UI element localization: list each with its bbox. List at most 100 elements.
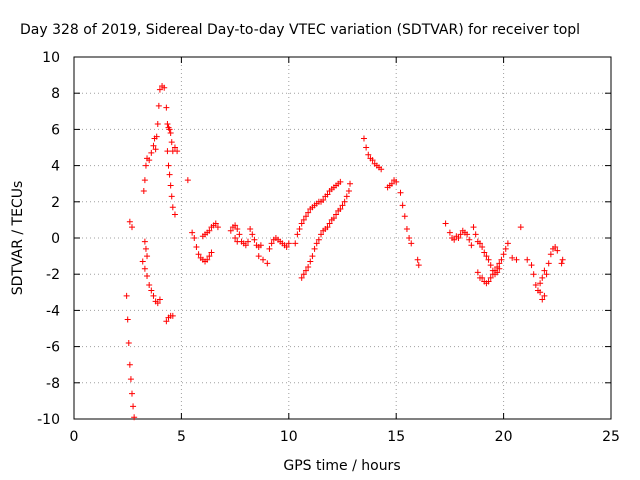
y-tick-label: -6 xyxy=(46,340,60,356)
series-seg-aa xyxy=(517,224,524,231)
y-tick-label: -10 xyxy=(37,412,60,428)
data-point xyxy=(343,193,350,200)
data-point xyxy=(339,202,346,209)
data-point xyxy=(294,231,301,238)
series-seg-s xyxy=(384,177,400,191)
data-point xyxy=(123,292,130,299)
data-point xyxy=(547,251,554,258)
data-point xyxy=(128,390,135,397)
data-point xyxy=(130,403,137,410)
x-tick-label: 25 xyxy=(602,429,620,445)
data-point xyxy=(193,244,200,251)
data-point xyxy=(528,262,535,269)
data-point xyxy=(298,274,305,281)
data-point xyxy=(206,227,213,234)
y-tick-label: -8 xyxy=(46,376,60,392)
data-point xyxy=(341,198,348,205)
data-point xyxy=(156,86,163,93)
y-tick-label: 10 xyxy=(42,50,60,66)
data-point xyxy=(541,267,548,274)
series-seg-p xyxy=(298,193,350,281)
data-point xyxy=(309,253,316,260)
y-tick-label: 2 xyxy=(51,195,60,211)
data-point xyxy=(369,157,376,164)
data-point xyxy=(150,142,157,149)
x-axis-label: GPS time / hours xyxy=(283,458,400,474)
data-points xyxy=(123,82,566,421)
data-point xyxy=(388,180,395,187)
data-point xyxy=(494,269,501,276)
data-point xyxy=(154,120,161,127)
data-point xyxy=(167,182,174,189)
x-tick-label: 15 xyxy=(387,429,405,445)
data-point xyxy=(184,177,191,184)
data-point xyxy=(168,193,175,200)
x-tick-label: 20 xyxy=(495,429,513,445)
series-seg-u xyxy=(414,256,422,269)
data-point xyxy=(532,282,539,289)
data-point xyxy=(296,225,303,232)
data-point xyxy=(347,180,354,187)
data-point xyxy=(227,227,234,234)
data-point xyxy=(554,247,561,254)
data-point xyxy=(298,220,305,227)
data-point xyxy=(212,220,219,227)
x-tick-label: 10 xyxy=(280,429,298,445)
data-point xyxy=(164,120,171,127)
data-point xyxy=(559,256,566,263)
data-point xyxy=(479,244,486,251)
data-point xyxy=(333,211,340,218)
data-point xyxy=(504,240,511,247)
series-seg-ac xyxy=(537,267,548,287)
data-point xyxy=(485,278,492,285)
series-seg-m xyxy=(255,253,271,267)
data-point xyxy=(142,245,149,252)
data-point xyxy=(337,206,344,213)
data-point xyxy=(365,151,372,158)
series-seg-g xyxy=(184,177,191,184)
data-point xyxy=(251,236,258,243)
data-point xyxy=(414,256,421,263)
series-seg-d xyxy=(140,82,181,194)
data-point xyxy=(541,292,548,299)
data-point xyxy=(163,318,170,325)
data-point xyxy=(140,187,147,194)
data-point xyxy=(156,296,163,303)
data-point xyxy=(283,244,290,251)
data-point xyxy=(446,229,453,236)
data-point xyxy=(206,253,213,260)
data-point xyxy=(232,222,239,229)
data-point xyxy=(502,245,509,252)
data-point xyxy=(393,178,400,185)
y-axis-label: SDTVAR / TECUs xyxy=(10,181,26,296)
data-point xyxy=(260,256,267,263)
series-seg-b xyxy=(126,218,135,231)
data-point xyxy=(127,376,134,383)
data-point xyxy=(472,231,479,238)
data-point xyxy=(455,235,462,241)
y-tick-label: -4 xyxy=(46,303,60,319)
chart-title: Day 328 of 2019, Sidereal Day-to-day VTE… xyxy=(20,22,580,38)
data-point xyxy=(324,191,331,198)
y-tick-label: 8 xyxy=(51,86,60,102)
series-seg-i xyxy=(199,220,221,240)
data-point xyxy=(141,177,148,184)
data-point xyxy=(466,236,473,243)
data-point xyxy=(500,251,507,258)
data-point xyxy=(154,300,161,307)
data-point xyxy=(169,204,176,211)
data-point xyxy=(292,240,299,247)
x-tick-label: 5 xyxy=(177,429,186,445)
data-point xyxy=(139,258,146,265)
data-point xyxy=(397,189,404,196)
series-seg-x xyxy=(470,224,511,278)
data-point xyxy=(131,414,138,421)
data-point xyxy=(168,139,175,146)
data-point xyxy=(415,262,422,269)
data-point xyxy=(234,238,241,245)
data-point xyxy=(152,146,159,153)
data-point xyxy=(457,231,464,238)
data-point xyxy=(451,236,458,243)
data-point xyxy=(189,229,196,236)
data-point xyxy=(244,238,251,245)
